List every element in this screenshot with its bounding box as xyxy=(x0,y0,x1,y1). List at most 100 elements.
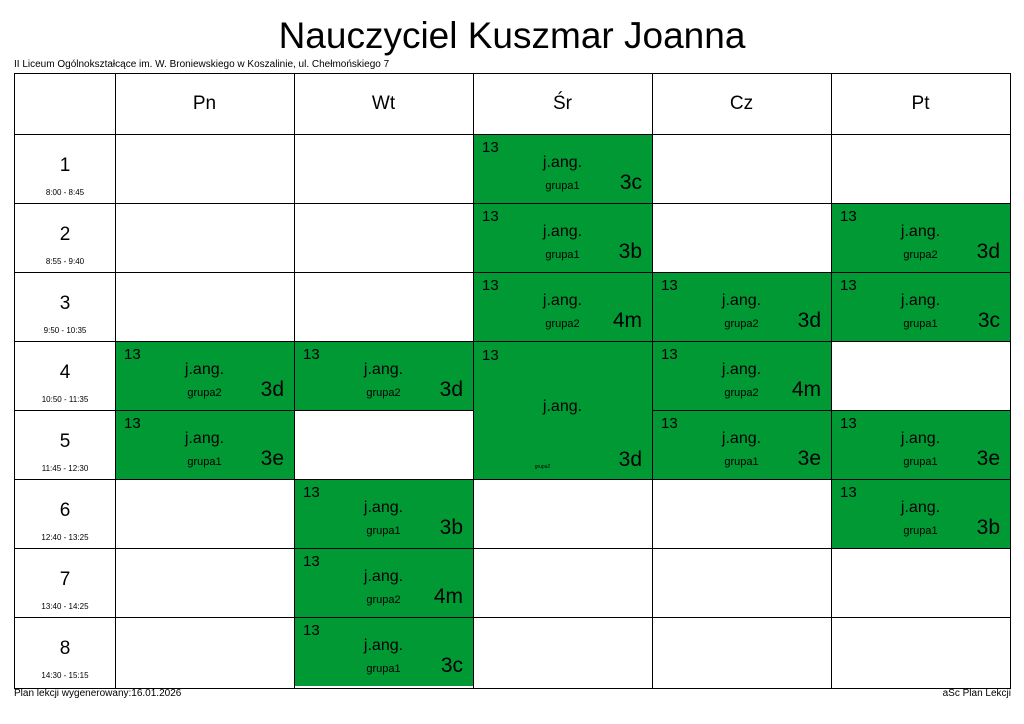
period-label: 3 9:50 - 10:35 xyxy=(15,272,115,341)
period-label: 1 8:00 - 8:45 xyxy=(15,134,115,203)
lesson-card[interactable]: 13 j.ang. grupa2 4m xyxy=(294,548,473,617)
room-number: 13 xyxy=(661,277,678,294)
group-name: grupa1 xyxy=(366,525,401,537)
grid-hline xyxy=(15,410,473,411)
lesson-card[interactable]: 13 j.ang. grupa2 3d xyxy=(294,341,473,410)
group-name: grupa2 xyxy=(545,318,580,330)
subject-name: j.ang. xyxy=(363,361,404,378)
room-number: 13 xyxy=(482,139,499,156)
grid-vline xyxy=(473,74,474,688)
group-name: grupa1 xyxy=(366,663,401,675)
subject-name: j.ang. xyxy=(542,292,583,309)
period-label: 2 8:55 - 9:40 xyxy=(15,203,115,272)
group-name: grupa1 xyxy=(187,456,222,468)
grid-vline xyxy=(652,74,653,688)
period-number: 5 xyxy=(59,431,71,452)
room-number: 13 xyxy=(124,415,141,432)
room-number: 13 xyxy=(303,484,320,501)
class-name: 3d xyxy=(439,378,463,401)
group-name: grupa2 xyxy=(724,387,759,399)
class-name: 4m xyxy=(791,378,821,401)
room-number: 13 xyxy=(303,346,320,363)
subject-name: j.ang. xyxy=(721,430,762,447)
room-number: 13 xyxy=(840,208,857,225)
period-time: 9:50 - 10:35 xyxy=(43,326,87,335)
group-name: grupa2 xyxy=(366,594,401,606)
subject-name: j.ang. xyxy=(900,499,941,516)
class-name: 3b xyxy=(439,516,463,539)
group-name: grupa1 xyxy=(903,318,938,330)
lesson-card[interactable]: 13 j.ang. grupa2 3d xyxy=(473,341,652,479)
day-header: Cz xyxy=(729,93,754,114)
period-time: 13:40 - 14:25 xyxy=(41,602,89,611)
grid-vline xyxy=(115,74,116,688)
period-number: 6 xyxy=(59,500,71,521)
class-name: 4m xyxy=(433,585,463,608)
room-number: 13 xyxy=(840,415,857,432)
period-number: 1 xyxy=(59,155,71,176)
period-time: 10:50 - 11:35 xyxy=(41,395,89,404)
subject-name: j.ang. xyxy=(900,292,941,309)
lesson-card[interactable]: 13 j.ang. grupa1 3b xyxy=(294,479,473,548)
period-time: 8:55 - 9:40 xyxy=(45,257,85,266)
lesson-card[interactable]: 13 j.ang. grupa2 3d xyxy=(831,203,1010,272)
lesson-card[interactable]: 13 j.ang. grupa2 4m xyxy=(473,272,652,341)
lesson-card[interactable]: 13 j.ang. grupa1 3c xyxy=(831,272,1010,341)
class-name: 3c xyxy=(977,309,1000,332)
day-header: Pt xyxy=(911,93,930,114)
lesson-card[interactable]: 13 j.ang. grupa1 3b xyxy=(831,479,1010,548)
page-title: Nauczyciel Kuszmar Joanna xyxy=(278,15,746,56)
grid-hline xyxy=(15,272,1010,273)
period-label: 6 12:40 - 13:25 xyxy=(15,479,115,548)
period-label: 8 14:30 - 15:15 xyxy=(15,617,115,686)
grid-vline xyxy=(831,74,832,688)
subject-name: j.ang. xyxy=(542,223,583,240)
grid-hline xyxy=(15,617,1010,618)
class-name: 3e xyxy=(797,447,821,470)
period-label: 7 13:40 - 14:25 xyxy=(15,548,115,617)
class-name: 3e xyxy=(260,447,284,470)
lesson-card[interactable]: 13 j.ang. grupa1 3e xyxy=(831,410,1010,479)
lesson-card[interactable]: 13 j.ang. grupa2 3d xyxy=(115,341,294,410)
lesson-card[interactable]: 13 j.ang. grupa2 3d xyxy=(652,272,831,341)
group-name: grupa2 xyxy=(366,387,401,399)
lesson-card[interactable]: 13 j.ang. grupa1 3e xyxy=(652,410,831,479)
timetable-grid: 13 j.ang. grupa1 3c 13 j.ang. grupa1 3b 13 j.ang.… xyxy=(14,73,1011,689)
period-number: 2 xyxy=(59,224,71,245)
period-label: 4 10:50 - 11:35 xyxy=(15,341,115,410)
grid-hline xyxy=(15,134,1010,135)
grid-hline xyxy=(15,203,1010,204)
class-name: 3d xyxy=(976,240,1000,263)
subject-name: j.ang. xyxy=(900,430,941,447)
lesson-card[interactable]: 13 j.ang. grupa1 3e xyxy=(115,410,294,479)
period-label: 5 11:45 - 12:30 xyxy=(15,410,115,479)
group-name: grupa2 xyxy=(903,249,938,261)
subject-name: j.ang. xyxy=(184,361,225,378)
subject-name: j.ang. xyxy=(542,154,583,171)
group-name: grupa2 xyxy=(187,387,222,399)
group-name: grupa1 xyxy=(724,456,759,468)
lesson-card[interactable]: 13 j.ang. grupa1 3c xyxy=(294,617,473,686)
group-name: grupa2 xyxy=(724,318,759,330)
group-name: grupa1 xyxy=(903,525,938,537)
class-name: 3d xyxy=(797,309,821,332)
software-credit: aSc Plan Lekcji xyxy=(942,688,1011,699)
generated-date: Plan lekcji wygenerowany:16.01.2026 xyxy=(14,688,182,699)
period-number: 7 xyxy=(59,569,71,590)
grid-vline xyxy=(294,74,295,688)
subject-name: j.ang. xyxy=(363,499,404,516)
grid-hline xyxy=(15,479,1010,480)
class-name: 3d xyxy=(618,448,642,471)
lesson-card[interactable]: 13 j.ang. grupa1 3b xyxy=(473,203,652,272)
subject-name: j.ang. xyxy=(363,637,404,654)
room-number: 13 xyxy=(303,553,320,570)
period-time: 8:00 - 8:45 xyxy=(45,188,85,197)
lesson-card[interactable]: 13 j.ang. grupa1 3c xyxy=(473,134,652,203)
class-name: 3b xyxy=(976,516,1000,539)
room-number: 13 xyxy=(840,277,857,294)
class-name: 3c xyxy=(619,171,642,194)
period-time: 11:45 - 12:30 xyxy=(41,464,89,473)
room-number: 13 xyxy=(661,415,678,432)
subject-name: j.ang. xyxy=(721,292,762,309)
lesson-card[interactable]: 13 j.ang. grupa2 4m xyxy=(652,341,831,410)
